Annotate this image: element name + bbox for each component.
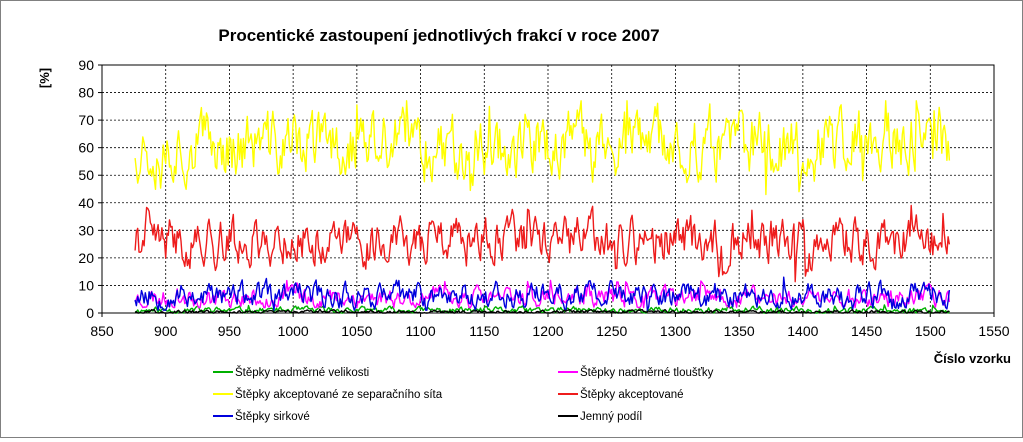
y-tick-label: 80: [78, 85, 94, 101]
y-tick-label: 40: [78, 195, 94, 211]
x-tick-label: 1400: [787, 323, 818, 339]
y-axis-label: [%]: [37, 68, 52, 88]
series-line-5: [134, 308, 950, 314]
y-tick-label: 10: [78, 277, 94, 293]
x-tick-label: 1500: [915, 323, 946, 339]
x-tick-label: 1250: [596, 323, 627, 339]
y-tick-label: 90: [78, 57, 94, 73]
legend-label-1: Štěpky nadměrné tloušťky: [580, 366, 714, 379]
series-line-2: [134, 100, 951, 196]
x-tick-label: 1550: [978, 323, 1009, 339]
x-tick-label: 1300: [660, 323, 691, 339]
series-layer: [134, 100, 951, 314]
chart-title: Procentické zastoupení jednotlivých frak…: [218, 26, 659, 45]
x-tick-label: 1200: [532, 323, 563, 339]
y-tick-label: 60: [78, 140, 94, 156]
legend-label-0: Štěpky nadměrné velikosti: [235, 366, 369, 379]
legend-label-2: Štěpky akceptované ze separačního síta: [235, 388, 443, 401]
series-line-1: [134, 279, 951, 309]
x-tick-label: 1350: [724, 323, 755, 339]
y-tick-label: 20: [78, 250, 94, 266]
y-tick-label: 0: [86, 305, 94, 321]
x-tick-label: 900: [154, 323, 178, 339]
legend-label-5: Jemný podíl: [580, 411, 642, 423]
legend: Štěpky nadměrné velikosti Štěpky nadměrné…: [213, 366, 714, 423]
x-axis-label: Číslo vzorku: [934, 351, 1011, 366]
x-tick-label: 950: [218, 323, 242, 339]
x-tick-label: 850: [90, 323, 114, 339]
legend-label-4: Štěpky sirkové: [235, 410, 310, 423]
y-tick-label: 50: [78, 167, 94, 183]
y-tick-label: 70: [78, 112, 94, 128]
x-tick-label: 1100: [406, 323, 436, 339]
series-line-3: [134, 204, 951, 283]
x-tick-label: 1050: [341, 323, 372, 339]
x-tick-label: 1150: [469, 323, 499, 339]
grid: [101, 64, 995, 314]
axes: 0 10 20 30 40 50 60 70 80 90 850 900 950 1000 1050 1100…: [78, 57, 1009, 339]
y-tick-label: 30: [78, 222, 94, 238]
series-line-4: [134, 276, 951, 311]
x-tick-label: 1450: [851, 323, 882, 339]
x-tick-label: 1000: [278, 323, 309, 339]
legend-label-3: Štěpky akceptované: [580, 388, 684, 401]
